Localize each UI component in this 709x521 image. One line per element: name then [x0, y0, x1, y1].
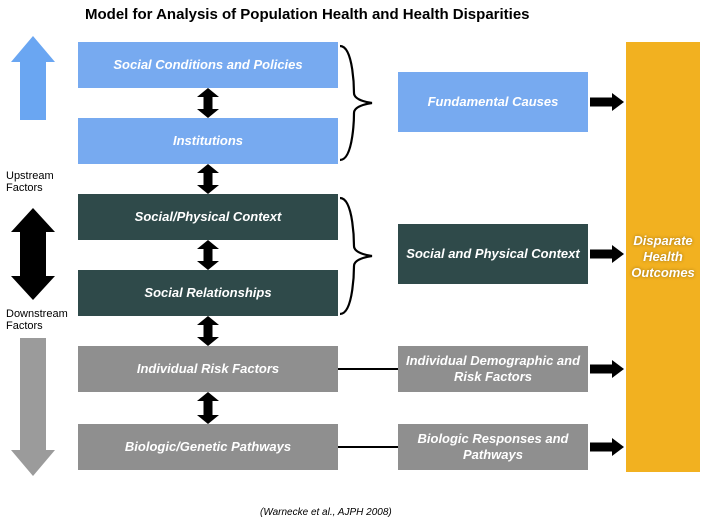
- main-box-biologic: Biologic/Genetic Pathways: [78, 424, 338, 470]
- main-box-social-conditions: Social Conditions and Policies: [78, 42, 338, 88]
- group-box-demographic: Individual Demographic and Risk Factors: [398, 346, 588, 392]
- group-box-bioresp: Biologic Responses and Pathways: [398, 424, 588, 470]
- diagram-title: Model for Analysis of Population Health …: [85, 6, 530, 23]
- group-box-context: Social and Physical Context: [398, 224, 588, 284]
- main-box-social-rel: Social Relationships: [78, 270, 338, 316]
- main-box-indiv-risk: Individual Risk Factors: [78, 346, 338, 392]
- citation-text: (Warnecke et al., AJPH 2008): [260, 507, 392, 518]
- downstream-label: Downstream Factors: [6, 308, 68, 332]
- outcome-label: Disparate Health Outcomes: [630, 233, 696, 282]
- outcome-box: Disparate Health Outcomes: [626, 42, 700, 472]
- main-box-institutions: Institutions: [78, 118, 338, 164]
- group-box-fundamental: Fundamental Causes: [398, 72, 588, 132]
- main-box-social-physical: Social/Physical Context: [78, 194, 338, 240]
- upstream-label: Upstream Factors: [6, 170, 54, 194]
